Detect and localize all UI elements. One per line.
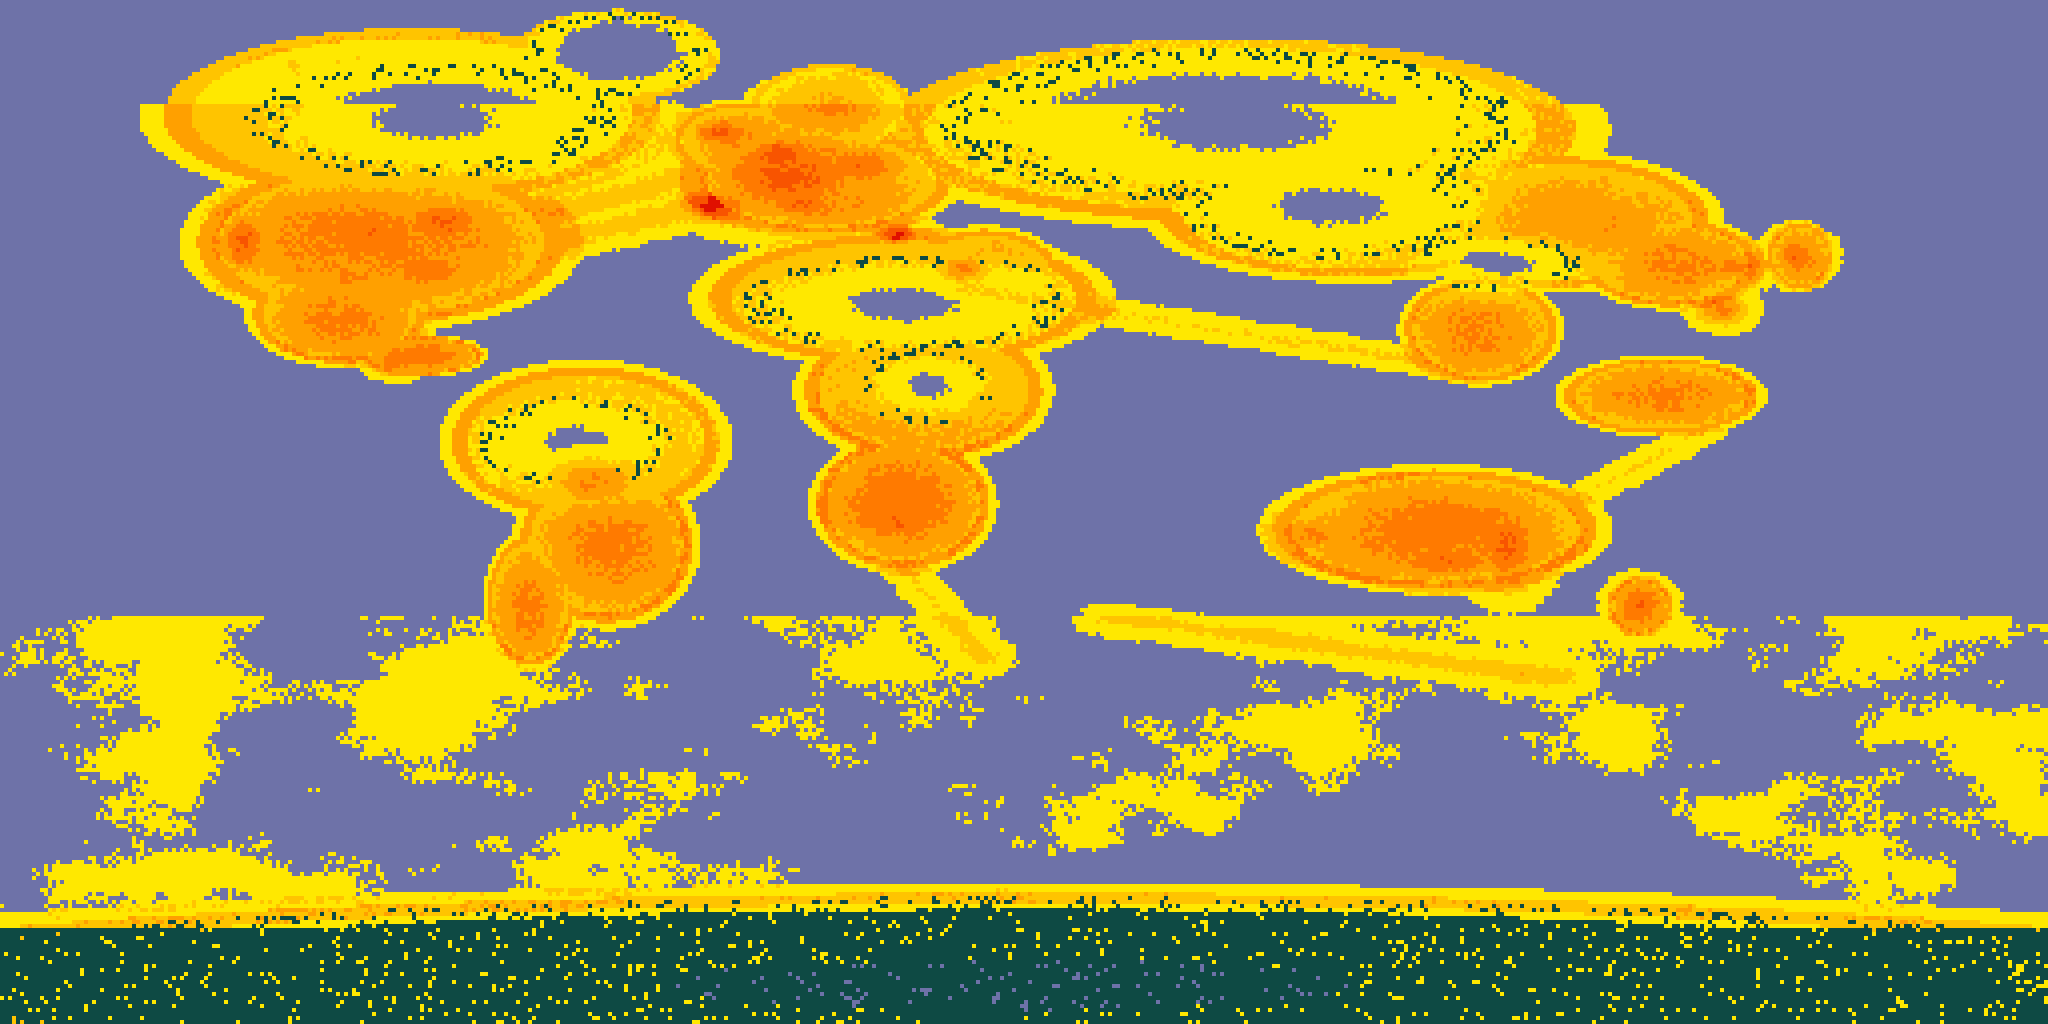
heatmap-raster-canvas: [0, 0, 2048, 1024]
world-density-heatmap: [0, 0, 2048, 1024]
